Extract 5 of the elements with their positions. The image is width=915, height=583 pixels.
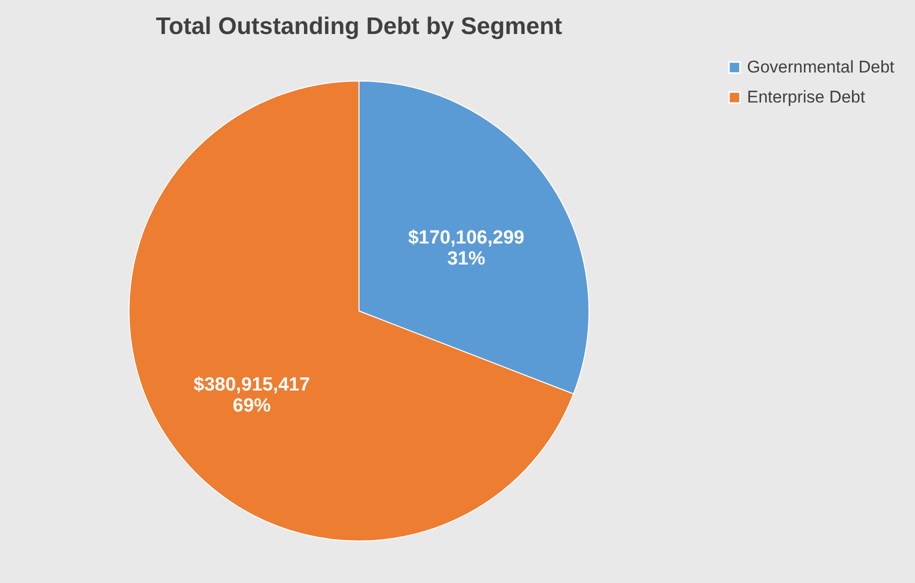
legend-label: Enterprise Debt [747, 88, 866, 106]
chart-title: Total Outstanding Debt by Segment [156, 13, 562, 40]
data-label: $170,106,299 31% [408, 227, 524, 270]
legend-label: Governmental Debt [747, 58, 895, 76]
data-label: $380,915,417 69% [194, 374, 310, 417]
